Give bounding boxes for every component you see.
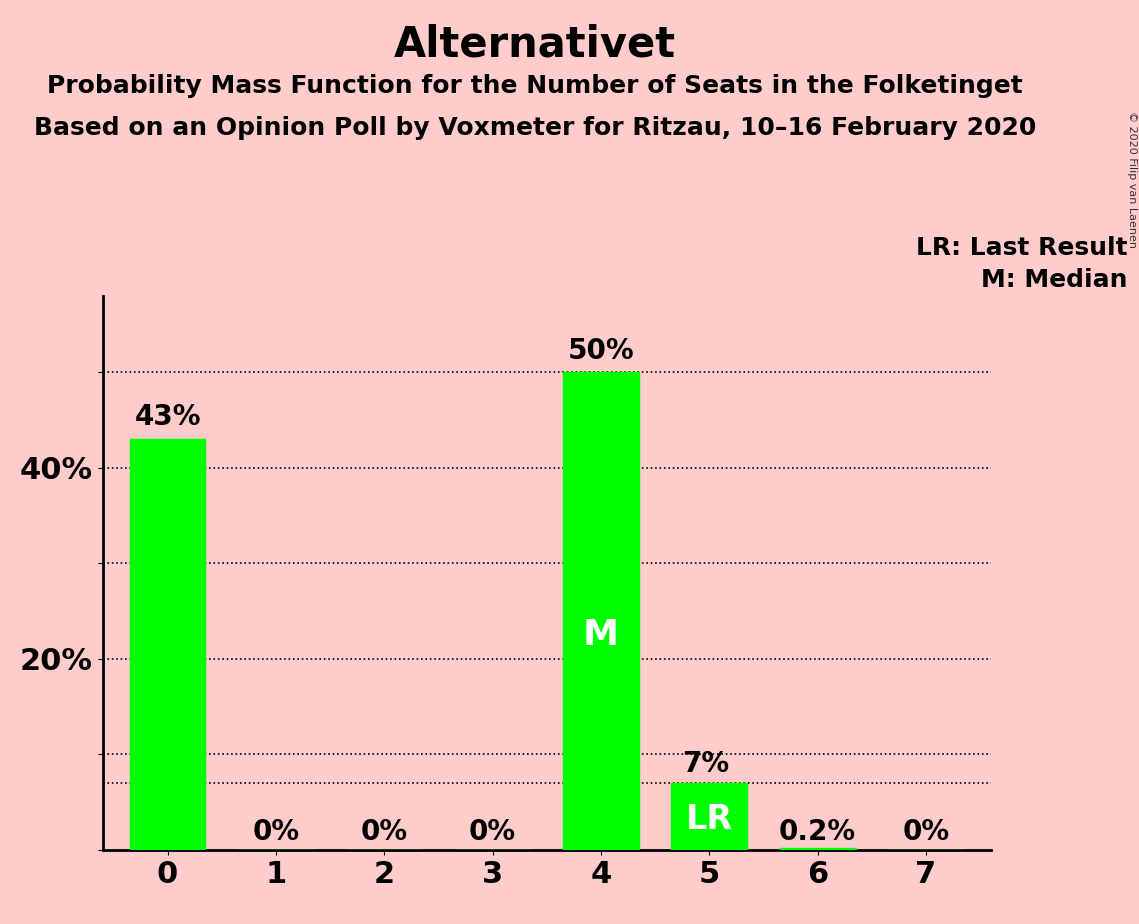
- Text: LR: Last Result: LR: Last Result: [916, 236, 1128, 260]
- Text: 0.2%: 0.2%: [779, 819, 857, 846]
- Text: 50%: 50%: [567, 336, 634, 364]
- Text: 7%: 7%: [682, 750, 729, 778]
- Bar: [563, 372, 639, 850]
- Bar: [780, 848, 855, 850]
- Text: 43%: 43%: [134, 404, 200, 432]
- Text: Probability Mass Function for the Number of Seats in the Folketinget: Probability Mass Function for the Number…: [48, 74, 1023, 98]
- Text: 0%: 0%: [253, 819, 300, 846]
- Bar: [130, 439, 205, 850]
- Text: M: M: [583, 618, 618, 652]
- Text: M: Median: M: Median: [981, 268, 1128, 292]
- Text: 0%: 0%: [361, 819, 408, 846]
- Text: Alternativet: Alternativet: [394, 23, 677, 65]
- Bar: [671, 784, 747, 850]
- Text: © 2020 Filip van Laenen: © 2020 Filip van Laenen: [1126, 111, 1137, 248]
- Text: Based on an Opinion Poll by Voxmeter for Ritzau, 10–16 February 2020: Based on an Opinion Poll by Voxmeter for…: [34, 116, 1036, 140]
- Text: 0%: 0%: [469, 819, 516, 846]
- Text: 0%: 0%: [902, 819, 950, 846]
- Text: LR: LR: [686, 804, 732, 836]
